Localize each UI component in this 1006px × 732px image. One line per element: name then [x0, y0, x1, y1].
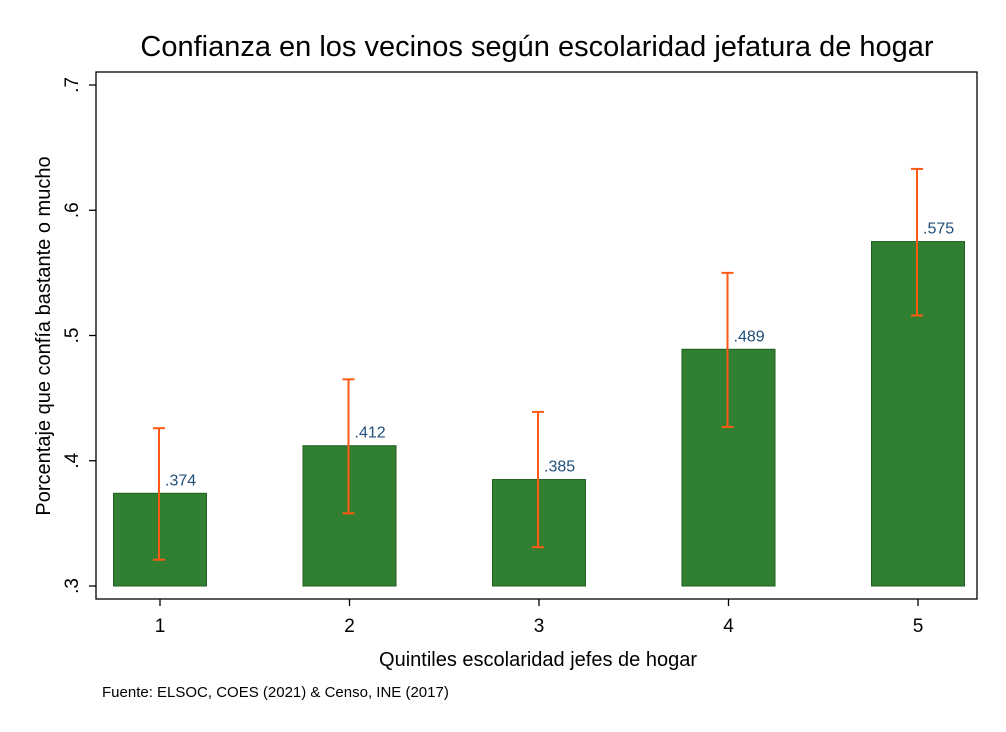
- y-tick-label: .7: [62, 77, 83, 93]
- y-axis: .3 .4 .5 .6 .7: [62, 77, 96, 594]
- y-tick-label: .5: [62, 328, 83, 344]
- y-tick-label: .4: [62, 452, 83, 468]
- x-tick-label: 1: [155, 616, 166, 637]
- data-label: .385: [544, 459, 575, 476]
- x-tick-label: 5: [913, 616, 924, 637]
- source-note: Fuente: ELSOC, COES (2021) & Censo, INE …: [102, 684, 449, 701]
- y-tick-label: .3: [62, 578, 83, 594]
- y-tick-label: .6: [62, 202, 83, 218]
- data-label: .374: [165, 472, 196, 489]
- error-bar: [721, 271, 734, 428]
- chart-title: Confianza en los vecinos según escolarid…: [140, 31, 934, 63]
- x-tick-label: 2: [344, 616, 355, 637]
- data-label: .489: [734, 328, 765, 345]
- data-labels: .374 .412 .385 .489 .575: [165, 221, 954, 490]
- error-bar: [532, 410, 544, 549]
- error-bars: [153, 167, 923, 561]
- x-axis-label: Quintiles escolaridad jefes de hogar: [379, 649, 697, 671]
- y-axis-label: Porcentaje que confía bastante o mucho: [33, 156, 55, 515]
- error-bar: [153, 427, 165, 561]
- data-label: .575: [923, 221, 954, 238]
- data-label: .412: [355, 425, 386, 442]
- x-tick-label: 4: [723, 616, 734, 637]
- x-tick-label: 3: [534, 616, 545, 637]
- error-bar: [911, 167, 923, 317]
- x-axis: 1 2 3 4 5: [155, 599, 924, 637]
- error-bar: [342, 378, 355, 515]
